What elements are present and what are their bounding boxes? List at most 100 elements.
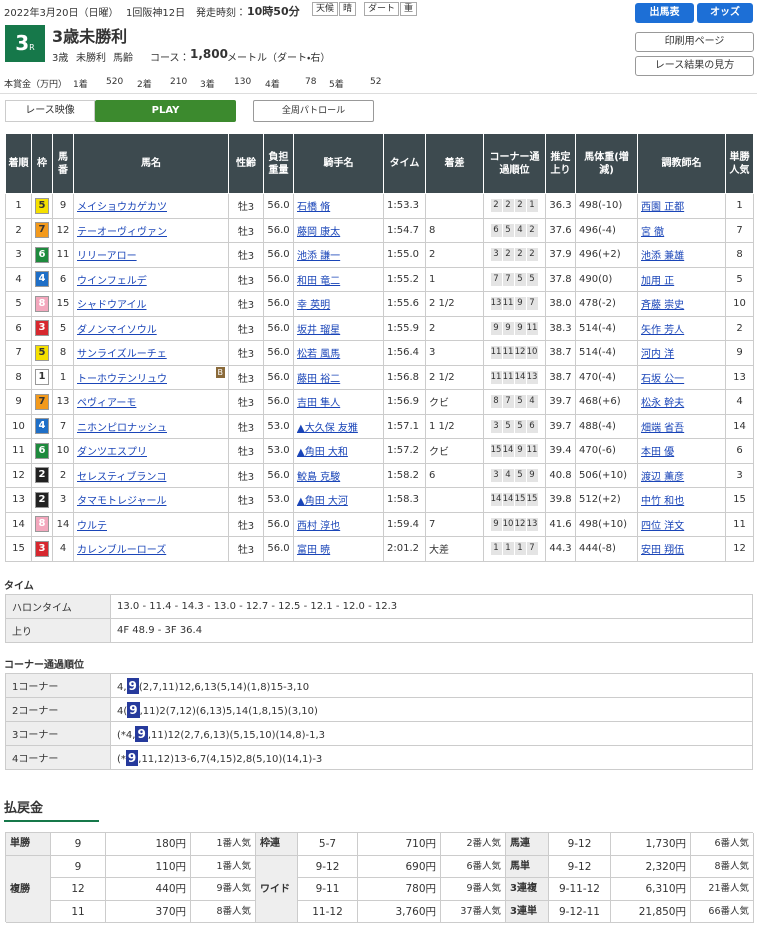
column-header: 着順: [5, 133, 32, 194]
frame-cell: 5: [31, 193, 53, 219]
corner-position: 13: [490, 297, 502, 311]
payout-popularity: 1番人気: [191, 855, 256, 878]
carried-weight: 56.0: [263, 340, 294, 366]
horse-name[interactable]: セレスティブランコ: [77, 471, 167, 483]
payout-title: 払戻金: [4, 801, 44, 816]
horse-name[interactable]: トーホウテンリュウ: [77, 373, 167, 385]
jockey-name[interactable]: 富田 暁: [297, 545, 331, 557]
jockey-name[interactable]: 和田 竜二: [297, 275, 341, 287]
jockey-name[interactable]: 藤岡 康太: [297, 226, 341, 238]
place: 11: [5, 438, 32, 464]
corner-winner: 9: [127, 701, 140, 718]
trainer-name[interactable]: 中竹 和也: [641, 496, 685, 508]
jockey-name[interactable]: 坂井 瑠星: [297, 324, 341, 336]
horse-number: 2: [52, 462, 74, 488]
horse-name[interactable]: テーオーヴィヴァン: [77, 226, 167, 238]
trainer-name[interactable]: 河内 洋: [641, 349, 675, 361]
jockey-name[interactable]: 石橋 脩: [297, 202, 331, 214]
sex-age: 牡3: [228, 462, 264, 488]
horse-name[interactable]: ペヴィアーモ: [77, 398, 137, 410]
jockey-name[interactable]: 幸 英明: [297, 300, 331, 312]
horse-name[interactable]: ウルテ: [77, 520, 107, 532]
play-button[interactable]: PLAY: [95, 100, 236, 122]
trainer-name[interactable]: 加用 正: [641, 275, 675, 287]
horse-cell: シャドウアイル: [73, 291, 229, 317]
jockey-name[interactable]: 西村 淳也: [297, 520, 341, 532]
trainer-name[interactable]: 石坂 公一: [641, 373, 685, 385]
jockey-name[interactable]: ▲大久保 友雅: [297, 422, 358, 434]
horse-name[interactable]: タマモトレジャール: [77, 496, 167, 508]
frame: 2: [35, 467, 49, 484]
meeting: 1回阪神12日: [126, 8, 186, 19]
horse-name[interactable]: サンライズルーチェ: [77, 349, 167, 361]
corner-position: 2: [502, 199, 514, 213]
horse-name[interactable]: ダノンマイソウル: [77, 324, 157, 336]
payout-amount: 110円: [106, 855, 191, 878]
horse-name[interactable]: ニホンピロナッシュ: [77, 422, 167, 434]
jockey-name[interactable]: 吉田 隼人: [297, 398, 341, 410]
time-label: ハロンタイム: [5, 594, 111, 619]
entries-button[interactable]: 出馬表: [635, 3, 694, 23]
body-weight: 506(+10): [575, 462, 638, 488]
trainer-name[interactable]: 西園 正都: [641, 202, 685, 214]
trainer: 渡辺 薫彦: [637, 462, 726, 488]
last-3f: 40.8: [545, 462, 576, 488]
corner-position: 5: [526, 272, 538, 286]
body-weight: 514(-4): [575, 340, 638, 366]
trainer-name[interactable]: 畑端 省吾: [641, 422, 685, 434]
payout-underline: [4, 820, 99, 822]
odds-button[interactable]: オッズ: [697, 3, 753, 23]
payout-popularity: 66番人気: [691, 900, 754, 923]
jockey: 吉田 隼人: [293, 389, 384, 415]
column-header: 負担重量: [263, 133, 294, 194]
start-time: 10時50分: [247, 5, 300, 18]
horse-cell: セレスティブランコ: [73, 462, 229, 488]
trainer-name[interactable]: 四位 洋文: [641, 520, 685, 532]
body-weight: 468(+6): [575, 389, 638, 415]
trainer-name[interactable]: 安田 翔伍: [641, 545, 685, 557]
payout-amount: 21,850円: [611, 900, 691, 923]
column-header: タイム: [383, 133, 426, 194]
horse-name[interactable]: ダンツエスプリ: [77, 447, 147, 459]
jockey-name[interactable]: ▲角田 大河: [297, 496, 348, 508]
time: 1:56.9: [383, 389, 426, 415]
body-weight: 488(-4): [575, 413, 638, 439]
sex-age: 牡3: [228, 536, 264, 562]
popularity: 12: [725, 536, 754, 562]
horse-cell: メイショウカゲカツ: [73, 193, 229, 219]
print-button[interactable]: 印刷用ページ: [635, 32, 754, 52]
trainer-name[interactable]: 松永 幹夫: [641, 398, 685, 410]
trainer-name[interactable]: 斉藤 崇史: [641, 300, 685, 312]
horse-cell: カレンブルーローズ: [73, 536, 229, 562]
frame-cell: 4: [31, 266, 53, 292]
time-value: 13.0 - 11.4 - 14.3 - 13.0 - 12.7 - 12.5 …: [110, 594, 753, 619]
prize-place: 5着: [329, 80, 344, 90]
trainer-name[interactable]: 矢作 芳人: [641, 324, 685, 336]
jockey-name[interactable]: 池添 謙一: [297, 251, 341, 263]
column-header: 着差: [425, 133, 484, 194]
guide-button[interactable]: レース結果の見方: [635, 56, 754, 76]
result-row: 7 5 8 サンライズルーチェ 牡3 56.0 松若 風馬 1:56.4 3 11111210 38…: [5, 340, 754, 366]
trainer-name[interactable]: 宮 徹: [641, 226, 665, 238]
jockey-name[interactable]: 藤田 裕二: [297, 373, 341, 385]
horse-name[interactable]: メイショウカゲカツ: [77, 202, 167, 214]
trainer-name[interactable]: 渡辺 薫彦: [641, 471, 685, 483]
jockey-name[interactable]: 鮫島 克駿: [297, 471, 341, 483]
time: 1:54.7: [383, 217, 426, 243]
horse-name[interactable]: カレンブルーローズ: [77, 545, 167, 557]
margin: 3: [425, 340, 484, 366]
patrol-button[interactable]: 全周パトロール: [253, 100, 374, 122]
jockey-name[interactable]: ▲角田 大和: [297, 447, 348, 459]
corner-position: 11: [490, 346, 502, 360]
carried-weight: 56.0: [263, 291, 294, 317]
horse-name[interactable]: シャドウアイル: [77, 300, 147, 312]
trainer-name[interactable]: 池添 兼雄: [641, 251, 685, 263]
body-weight: 496(+2): [575, 242, 638, 268]
horse-name[interactable]: リリーアロー: [77, 251, 137, 263]
horse-name[interactable]: ウインフェルデ: [77, 275, 147, 287]
date: 2022年3月20日（日曜）: [4, 8, 119, 19]
corner-pre: (*: [117, 753, 126, 765]
track-condition: 重: [400, 2, 418, 16]
jockey-name[interactable]: 松若 風馬: [297, 349, 341, 361]
trainer-name[interactable]: 本田 優: [641, 447, 675, 459]
